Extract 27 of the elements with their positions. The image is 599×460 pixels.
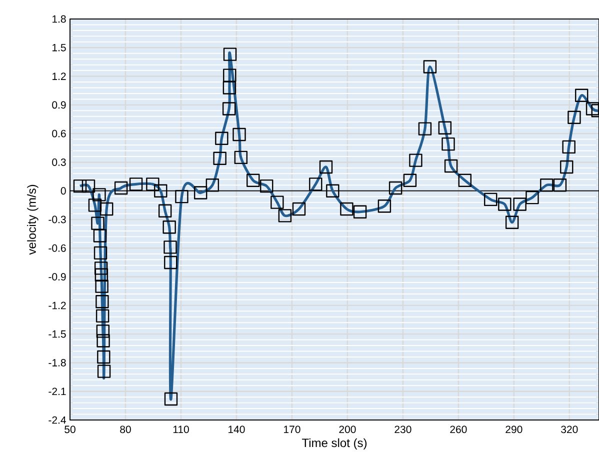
y-tick-label: 0 [60,187,66,195]
x-tick-label: 110 [173,426,189,434]
x-tick-label: 80 [120,426,131,434]
y-axis-title: velocity (m/s) [27,184,38,255]
y-tick-label: -0.3 [48,216,66,224]
x-tick-label: 140 [228,426,245,434]
x-tick-label: 170 [284,426,300,434]
y-tick-label: 0.6 [52,130,66,138]
x-axis-title: Time slot (s) [302,438,367,450]
y-tick-label: -0.6 [48,244,66,252]
x-tick-label: 320 [561,426,578,434]
x-tick-label: 200 [339,426,356,434]
x-tick-label: 290 [506,426,522,434]
y-tick-label: -2.4 [48,416,66,424]
x-tick-label: 260 [450,426,467,434]
y-tick-label: 1.2 [52,72,66,80]
y-tick-label: -1.5 [48,330,66,338]
y-tick-label: 0.9 [52,101,66,109]
y-tick-label: -1.2 [48,302,66,310]
y-tick-label: -0.9 [48,273,66,281]
y-tick-label: 1.8 [52,15,66,23]
y-tick-label: 1.5 [52,44,66,52]
x-tick-label: 50 [64,426,76,434]
y-tick-label: -2.1 [48,388,66,396]
y-tick-label: 0.3 [52,158,66,166]
x-tick-label: 230 [394,426,412,434]
y-tick-label: -1.8 [48,359,66,366]
